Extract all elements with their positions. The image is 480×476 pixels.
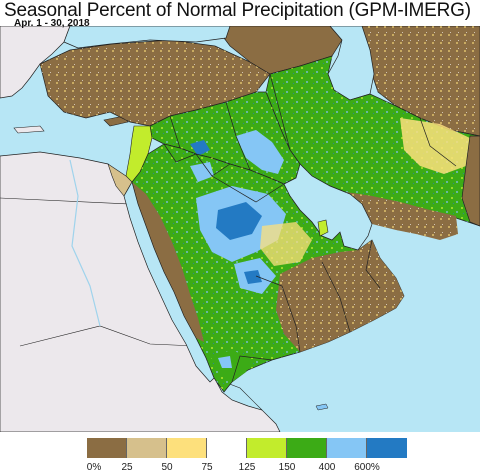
egypt-sudan-border (0, 197, 131, 205)
legend-swatch (127, 438, 167, 458)
legend-label: 25 (121, 462, 133, 473)
legend-label: 400 (318, 462, 336, 473)
iraq-wet-zone (236, 130, 284, 174)
iraq-wet-core (190, 140, 210, 156)
legend-label: 50 (161, 462, 173, 473)
socotra (315, 403, 329, 411)
central-wet-core (244, 270, 262, 284)
legend-swatch (367, 438, 407, 458)
black-sea (63, 26, 231, 49)
legend-swatch (87, 438, 127, 458)
precipitation-map (0, 26, 480, 432)
nile-river (69, 159, 101, 327)
rub-al-khali-texture (276, 240, 404, 352)
legend-swatch (207, 438, 247, 458)
hejaz-dry-zone (132, 182, 204, 342)
legend-label: 125 (238, 462, 256, 473)
legend-label: 150 (278, 462, 296, 473)
iran-south-texture (346, 192, 458, 240)
legend-swatch (247, 438, 287, 458)
iran-texture (266, 56, 480, 226)
legend-swatch (287, 438, 327, 458)
persian-gulf (283, 163, 373, 251)
political-borders (163, 73, 457, 383)
turkey-texture (40, 40, 270, 126)
qatar (317, 219, 329, 237)
crete (13, 125, 45, 134)
iran-east-dry-zone (400, 118, 470, 174)
red-sea (123, 181, 215, 383)
sudan-ethiopia-border (19, 325, 197, 347)
legend-color-bar (87, 438, 407, 458)
central-asia-texture (350, 26, 480, 136)
najd-wet-core (216, 202, 262, 240)
color-legend: 0% 25 50 75 125 150 400 600% (0, 432, 480, 476)
legend-swatch (327, 438, 367, 458)
legend-label: 0% (86, 462, 102, 473)
legend-label: 600% (354, 462, 380, 473)
map-title: Seasonal Percent of Normal Precipitation… (4, 0, 471, 21)
empty-quarter-mixed-zone (260, 222, 312, 266)
cyprus (103, 115, 129, 127)
legend-label: 75 (201, 462, 213, 473)
afghanistan-region (461, 135, 480, 227)
legend-labels: 0% 25 50 75 125 150 400 600% (0, 462, 480, 476)
yemen-wet-core (218, 356, 232, 368)
legend-swatch (167, 438, 207, 458)
map-date-range: Apr. 1 - 30, 2018 (14, 18, 90, 29)
north-wet-zone (190, 162, 214, 182)
